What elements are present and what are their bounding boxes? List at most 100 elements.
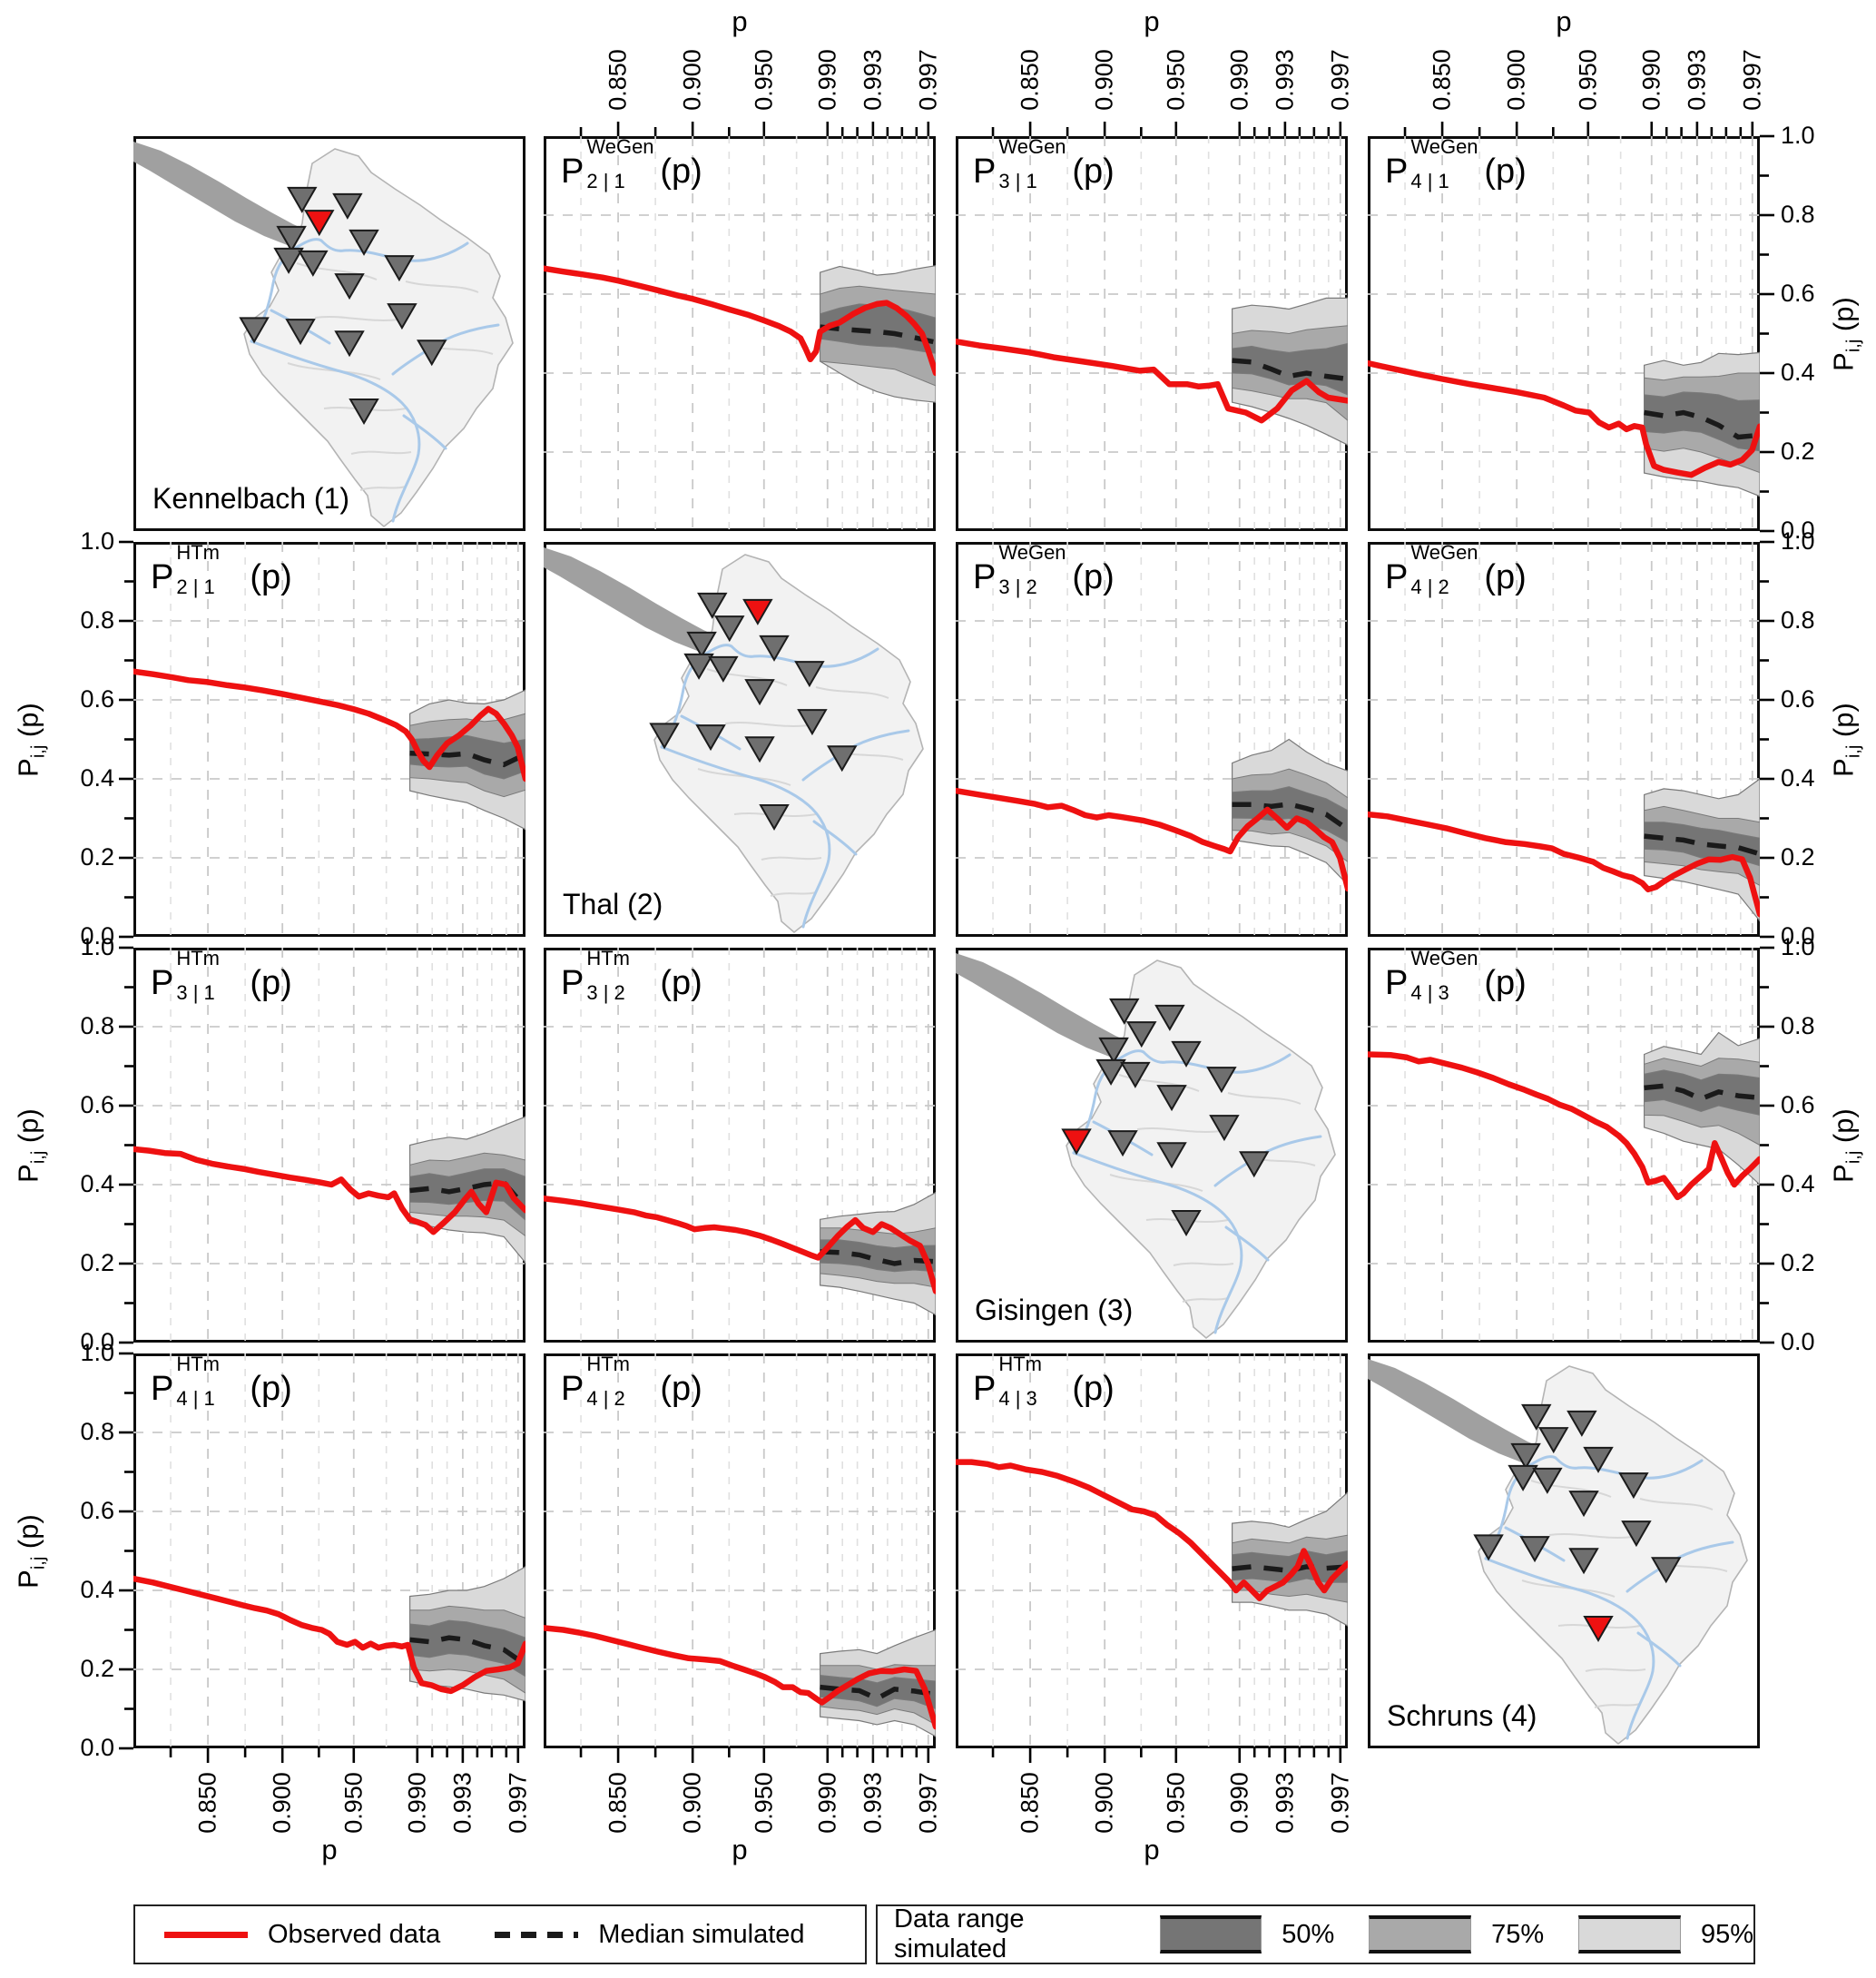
plabel-base: P	[151, 558, 174, 596]
plabel-arg: (p)	[660, 1370, 702, 1408]
station-marker	[334, 330, 365, 358]
median-simulated-line	[820, 1249, 936, 1266]
map-panel-kennelbach: Kennelbach (1)	[133, 136, 525, 531]
plabel-base: P	[561, 1370, 584, 1408]
station-marker	[1109, 998, 1140, 1025]
x-tick-label-bottom: 0.950	[1162, 1772, 1190, 1834]
lake-constance-shape	[133, 142, 322, 251]
plabel-arg: (p)	[250, 1370, 292, 1408]
plabel-base: P	[151, 1370, 174, 1408]
median-simulated-line	[1644, 1083, 1760, 1102]
observed-data-line	[956, 338, 1348, 424]
station-marker	[1120, 1061, 1151, 1088]
x-tick-label-bottom: 0.993	[1271, 1772, 1299, 1834]
station-marker	[1651, 1557, 1682, 1584]
band-50	[1644, 1069, 1760, 1116]
y-tick-label-left: 0.8	[80, 1012, 114, 1039]
observed-data-line	[133, 1146, 525, 1235]
median-simulated-line	[1232, 358, 1348, 382]
legend-lines-box: Observed data Median simulated	[133, 1904, 867, 1964]
terrain-ridge	[815, 686, 889, 699]
station-marker	[794, 661, 825, 688]
x-tick-label-top: 0.990	[1637, 49, 1665, 111]
catchment-outline	[653, 554, 924, 934]
terrain-ridge	[1639, 1498, 1714, 1511]
band-95-swatch	[1578, 1915, 1681, 1953]
river-line	[1072, 1049, 1145, 1155]
station-marker	[334, 273, 365, 300]
station-marker	[1171, 1210, 1202, 1237]
station-marker	[1209, 1115, 1240, 1142]
station-marker	[797, 709, 828, 736]
x-tick-label-bottom: 0.997	[504, 1772, 532, 1834]
plabel-model: HTm	[586, 947, 631, 969]
x-tick-label-bottom: 0.900	[268, 1772, 296, 1834]
station-marker	[1156, 1085, 1187, 1112]
plabel-base: P	[973, 558, 997, 596]
plabel-base: P	[973, 1370, 997, 1408]
y-tick-label-left: 0.2	[80, 1249, 114, 1276]
observed-data-line	[1368, 1051, 1760, 1201]
station-marker	[1508, 1464, 1538, 1491]
x-tick-label-top: 0.993	[859, 49, 887, 111]
target-station-marker	[1061, 1128, 1092, 1156]
catchment-outline	[1066, 959, 1336, 1340]
y-title-base: P	[12, 1569, 44, 1589]
y-title-sub: i,j	[28, 744, 49, 758]
x-tick-label-bottom: 0.950	[750, 1772, 778, 1834]
plot-canvas	[544, 1353, 936, 1748]
band-50	[1232, 1550, 1348, 1583]
y-title-base: P	[1827, 757, 1860, 777]
y-title-sub: i,j	[28, 1150, 49, 1164]
band-50-swatch	[1159, 1915, 1262, 1953]
station-marker	[1154, 1004, 1185, 1031]
panel-math-label: P HTm 4 | 1 (p)	[151, 1353, 292, 1410]
station-marker	[686, 631, 717, 658]
station-marker	[1126, 1021, 1157, 1048]
station-marker	[1098, 1037, 1129, 1064]
plabel-pair: 4 | 1	[1410, 170, 1449, 192]
plot-panel-2|1-WeGen: P WeGen 2 | 1 (p)	[544, 135, 936, 531]
station-marker	[1568, 1548, 1599, 1575]
plabel-pair: 3 | 2	[586, 981, 625, 1004]
observed-data-line	[1368, 811, 1760, 918]
catchment-outline	[1478, 1365, 1748, 1746]
y-tick-label-left: 0.6	[80, 1497, 114, 1524]
plabel-arg: (p)	[1072, 558, 1115, 596]
map-station-name: Gisingen (3)	[975, 1294, 1134, 1326]
terrain-ridge	[1594, 1703, 1641, 1708]
y-tick-label-right: 0.8	[1781, 606, 1815, 634]
station-marker	[1239, 1151, 1270, 1178]
plabel-model: WeGen	[586, 135, 654, 158]
x-tick-label-bottom: 0.850	[1016, 1772, 1044, 1834]
lake-constance-shape	[1368, 1359, 1557, 1469]
station-marker	[744, 736, 775, 763]
terrain-ridge	[761, 856, 822, 861]
x-tick-label-top: 0.997	[914, 49, 942, 111]
x-tick-label-bottom: 0.850	[193, 1772, 221, 1834]
y-tick-label-right: 1.0	[1781, 122, 1815, 149]
x-tick-label-top: 0.900	[1502, 49, 1530, 111]
plabel-model: HTm	[176, 541, 221, 564]
band-50-label: 50%	[1282, 1919, 1335, 1949]
plot-canvas	[1368, 948, 1760, 1343]
river-line	[812, 820, 858, 856]
station-marker	[1095, 1058, 1126, 1086]
median-simulated-line	[409, 1635, 525, 1668]
x-tick-label-top: 0.990	[813, 49, 841, 111]
y-tick-label-left: 1.0	[80, 1339, 114, 1366]
plot-canvas	[956, 136, 1348, 531]
terrain-ridge	[314, 316, 399, 321]
lake-constance-shape	[956, 953, 1144, 1063]
river-line	[250, 238, 323, 343]
plabel-model: WeGen	[1410, 135, 1478, 158]
y-tick-label-right: 0.6	[1781, 1091, 1815, 1118]
station-marker	[827, 745, 858, 773]
plot-panel-3|2-HTm: P HTm 3 | 2 (p)	[544, 947, 936, 1343]
plabel-base: P	[1385, 558, 1409, 596]
terrain-ridge	[1182, 1297, 1229, 1303]
map-panel-schruns: Schruns (4)	[1368, 1353, 1760, 1748]
observed-data-line	[1368, 359, 1760, 478]
terrain-ridge	[350, 450, 412, 455]
